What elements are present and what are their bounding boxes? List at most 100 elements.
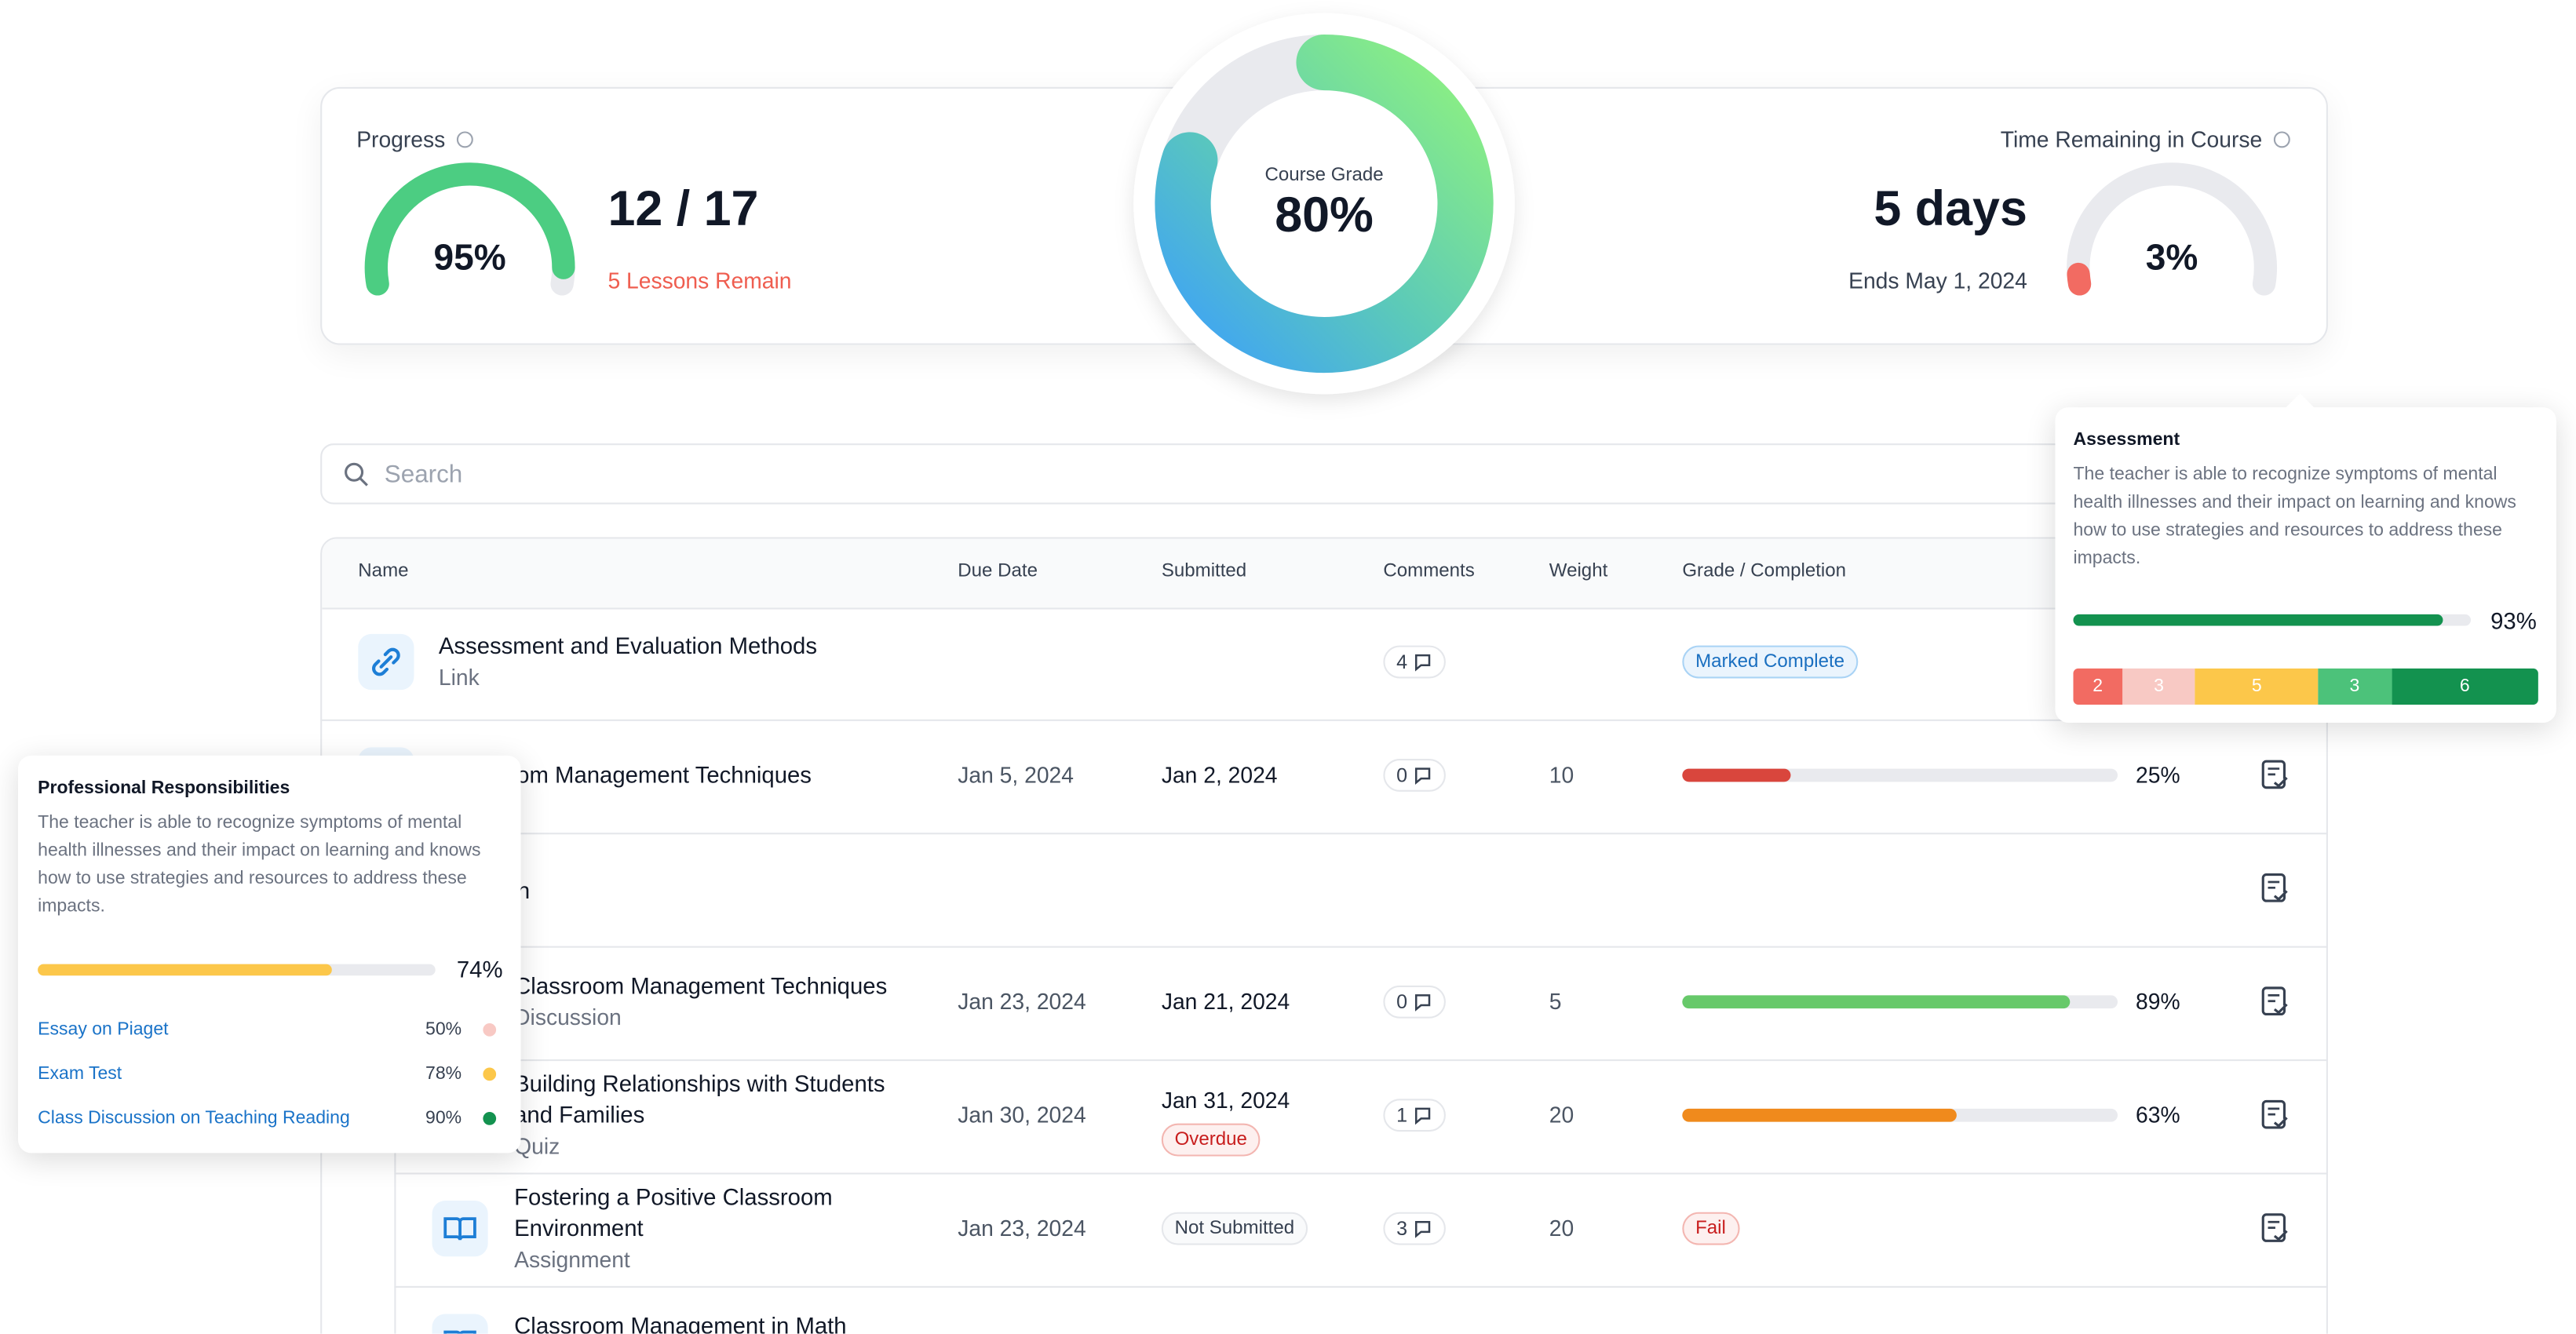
column-header: Grade / Completion xyxy=(1682,561,1847,581)
due-date: Jan 23, 2024 xyxy=(958,1216,1086,1241)
item-name: Classroom Management Techniques xyxy=(514,972,888,999)
column-header: Submitted xyxy=(1161,561,1247,581)
comments-count: 3 xyxy=(1396,1216,1408,1241)
item-name-block: Fostering a Positive Classroom Environme… xyxy=(514,1182,892,1275)
comments-pill[interactable]: 0 xyxy=(1383,759,1446,792)
table xyxy=(320,537,2328,1334)
progress-remaining: 5 Lessons Remain xyxy=(608,268,792,293)
comments-count: 1 xyxy=(1396,1103,1408,1127)
weight: 20 xyxy=(1549,1216,1574,1241)
item-link[interactable]: Essay on Piaget xyxy=(38,1019,169,1040)
weight: 10 xyxy=(1549,763,1574,788)
row-divider xyxy=(320,833,2328,835)
comment-icon xyxy=(1414,1221,1430,1238)
segment-label: 5 xyxy=(2251,676,2262,697)
row-divider xyxy=(394,1172,2328,1175)
action-icon[interactable] xyxy=(2260,986,2290,1019)
score-segment: 5 xyxy=(2195,668,2319,705)
comment-icon xyxy=(1414,654,1430,672)
item-name: Assessment and Evaluation Methods xyxy=(438,632,818,659)
segment-label: 6 xyxy=(2459,676,2470,697)
popup-title: Assessment xyxy=(2073,430,2180,450)
comments-pill[interactable]: 1 xyxy=(1383,1099,1446,1132)
popup-bar xyxy=(38,964,332,976)
item-percent: 50% xyxy=(425,1019,462,1040)
grade-value: 80% xyxy=(1275,188,1374,243)
grade-label: 25% xyxy=(2136,763,2180,788)
item-name: Fostering a Positive Classroom Environme… xyxy=(514,1183,833,1241)
popup-title: Professional Responsibilities xyxy=(38,778,290,799)
help-icon xyxy=(2273,131,2290,148)
action-icon[interactable] xyxy=(2260,872,2290,905)
column-header: Name xyxy=(358,561,409,581)
status-badge: Overdue xyxy=(1161,1123,1261,1157)
grade-bar xyxy=(1682,1108,1957,1122)
item-icon xyxy=(432,1314,488,1334)
assessment-popup: Assessment The teacher is able to recogni… xyxy=(2055,393,2556,723)
grade-bar xyxy=(1682,768,1792,782)
submitted-date: Jan 21, 2024 xyxy=(1161,990,1290,1015)
comment-icon xyxy=(1414,1107,1430,1125)
item-type: Discussion xyxy=(514,1004,622,1030)
popup-percent: 93% xyxy=(2490,607,2537,634)
item-type: Assignment xyxy=(514,1247,630,1273)
grade-label: 63% xyxy=(2136,1103,2180,1128)
score-segment: 2 xyxy=(2073,668,2122,705)
item-icon xyxy=(358,633,414,691)
indent-line xyxy=(394,1172,396,1286)
item-link[interactable]: Exam Test xyxy=(38,1064,122,1084)
action-icon[interactable] xyxy=(2260,1099,2290,1132)
score-segment: 3 xyxy=(2122,668,2196,705)
action-icon[interactable] xyxy=(2260,1212,2290,1245)
action-icon[interactable] xyxy=(2260,759,2290,792)
help-icon xyxy=(456,131,473,148)
progress-count: 12 / 17 xyxy=(608,182,759,237)
segment-label: 3 xyxy=(2154,676,2164,697)
score-segment: 6 xyxy=(2391,668,2538,705)
status-badge: Not Submitted xyxy=(1161,1212,1308,1245)
row-divider xyxy=(394,1285,2328,1288)
row-divider xyxy=(394,946,2328,948)
weight: 5 xyxy=(1549,990,1562,1015)
comment-icon xyxy=(1414,994,1430,1011)
professional-popup: Professional Responsibilities The teacher… xyxy=(18,755,521,1154)
item-dot xyxy=(483,1023,497,1037)
gauge-track xyxy=(2067,162,2278,296)
popup-text: The teacher is able to recognize symptom… xyxy=(2073,465,2516,569)
item-link[interactable]: Class Discussion on Teaching Reading xyxy=(38,1108,350,1128)
due-date: Jan 23, 2024 xyxy=(958,990,1086,1015)
comments-pill[interactable]: 0 xyxy=(1383,985,1446,1019)
time-amount: 5 days xyxy=(1874,182,2027,237)
due-date: Jan 30, 2024 xyxy=(958,1103,1086,1128)
due-date: Jan 5, 2024 xyxy=(958,763,1074,788)
item-percent: 78% xyxy=(425,1064,462,1084)
weight: 20 xyxy=(1549,1103,1574,1128)
gauge-arc xyxy=(364,162,575,296)
column-header: Weight xyxy=(1549,561,1608,581)
grade-bar xyxy=(1682,995,2070,1009)
grade-track xyxy=(1682,768,2118,782)
item-name-block: Building Relationships with Students and… xyxy=(514,1069,892,1162)
time-label: Time Remaining in Course xyxy=(2000,127,2263,152)
item-name: Classroom Management in Math Class xyxy=(514,1312,847,1334)
item-name: Building Relationships with Students and… xyxy=(514,1070,885,1128)
grade-badge: Marked Complete xyxy=(1682,645,1858,679)
segment-label: 2 xyxy=(2093,676,2103,697)
popup-bar xyxy=(2073,614,2443,626)
popup-text: The teacher is able to recognize symptom… xyxy=(38,813,481,917)
table-header xyxy=(322,538,2326,610)
comments-count: 0 xyxy=(1396,990,1408,1014)
item-name-block: Classroom Management Techniques Discussio… xyxy=(514,971,892,1033)
comments-pill[interactable]: 3 xyxy=(1383,1212,1446,1245)
grade-badge: Fail xyxy=(1682,1212,1739,1245)
submitted-date: Jan 31, 2024 xyxy=(1161,1088,1290,1113)
grade-arc xyxy=(1155,34,1494,374)
comments-pill[interactable]: 4 xyxy=(1383,645,1446,679)
search-icon xyxy=(345,462,368,487)
progress-value: 95% xyxy=(433,236,506,278)
column-header: Due Date xyxy=(958,561,1038,581)
item-percent: 90% xyxy=(425,1108,462,1128)
search-box[interactable]: Search xyxy=(320,443,2328,505)
